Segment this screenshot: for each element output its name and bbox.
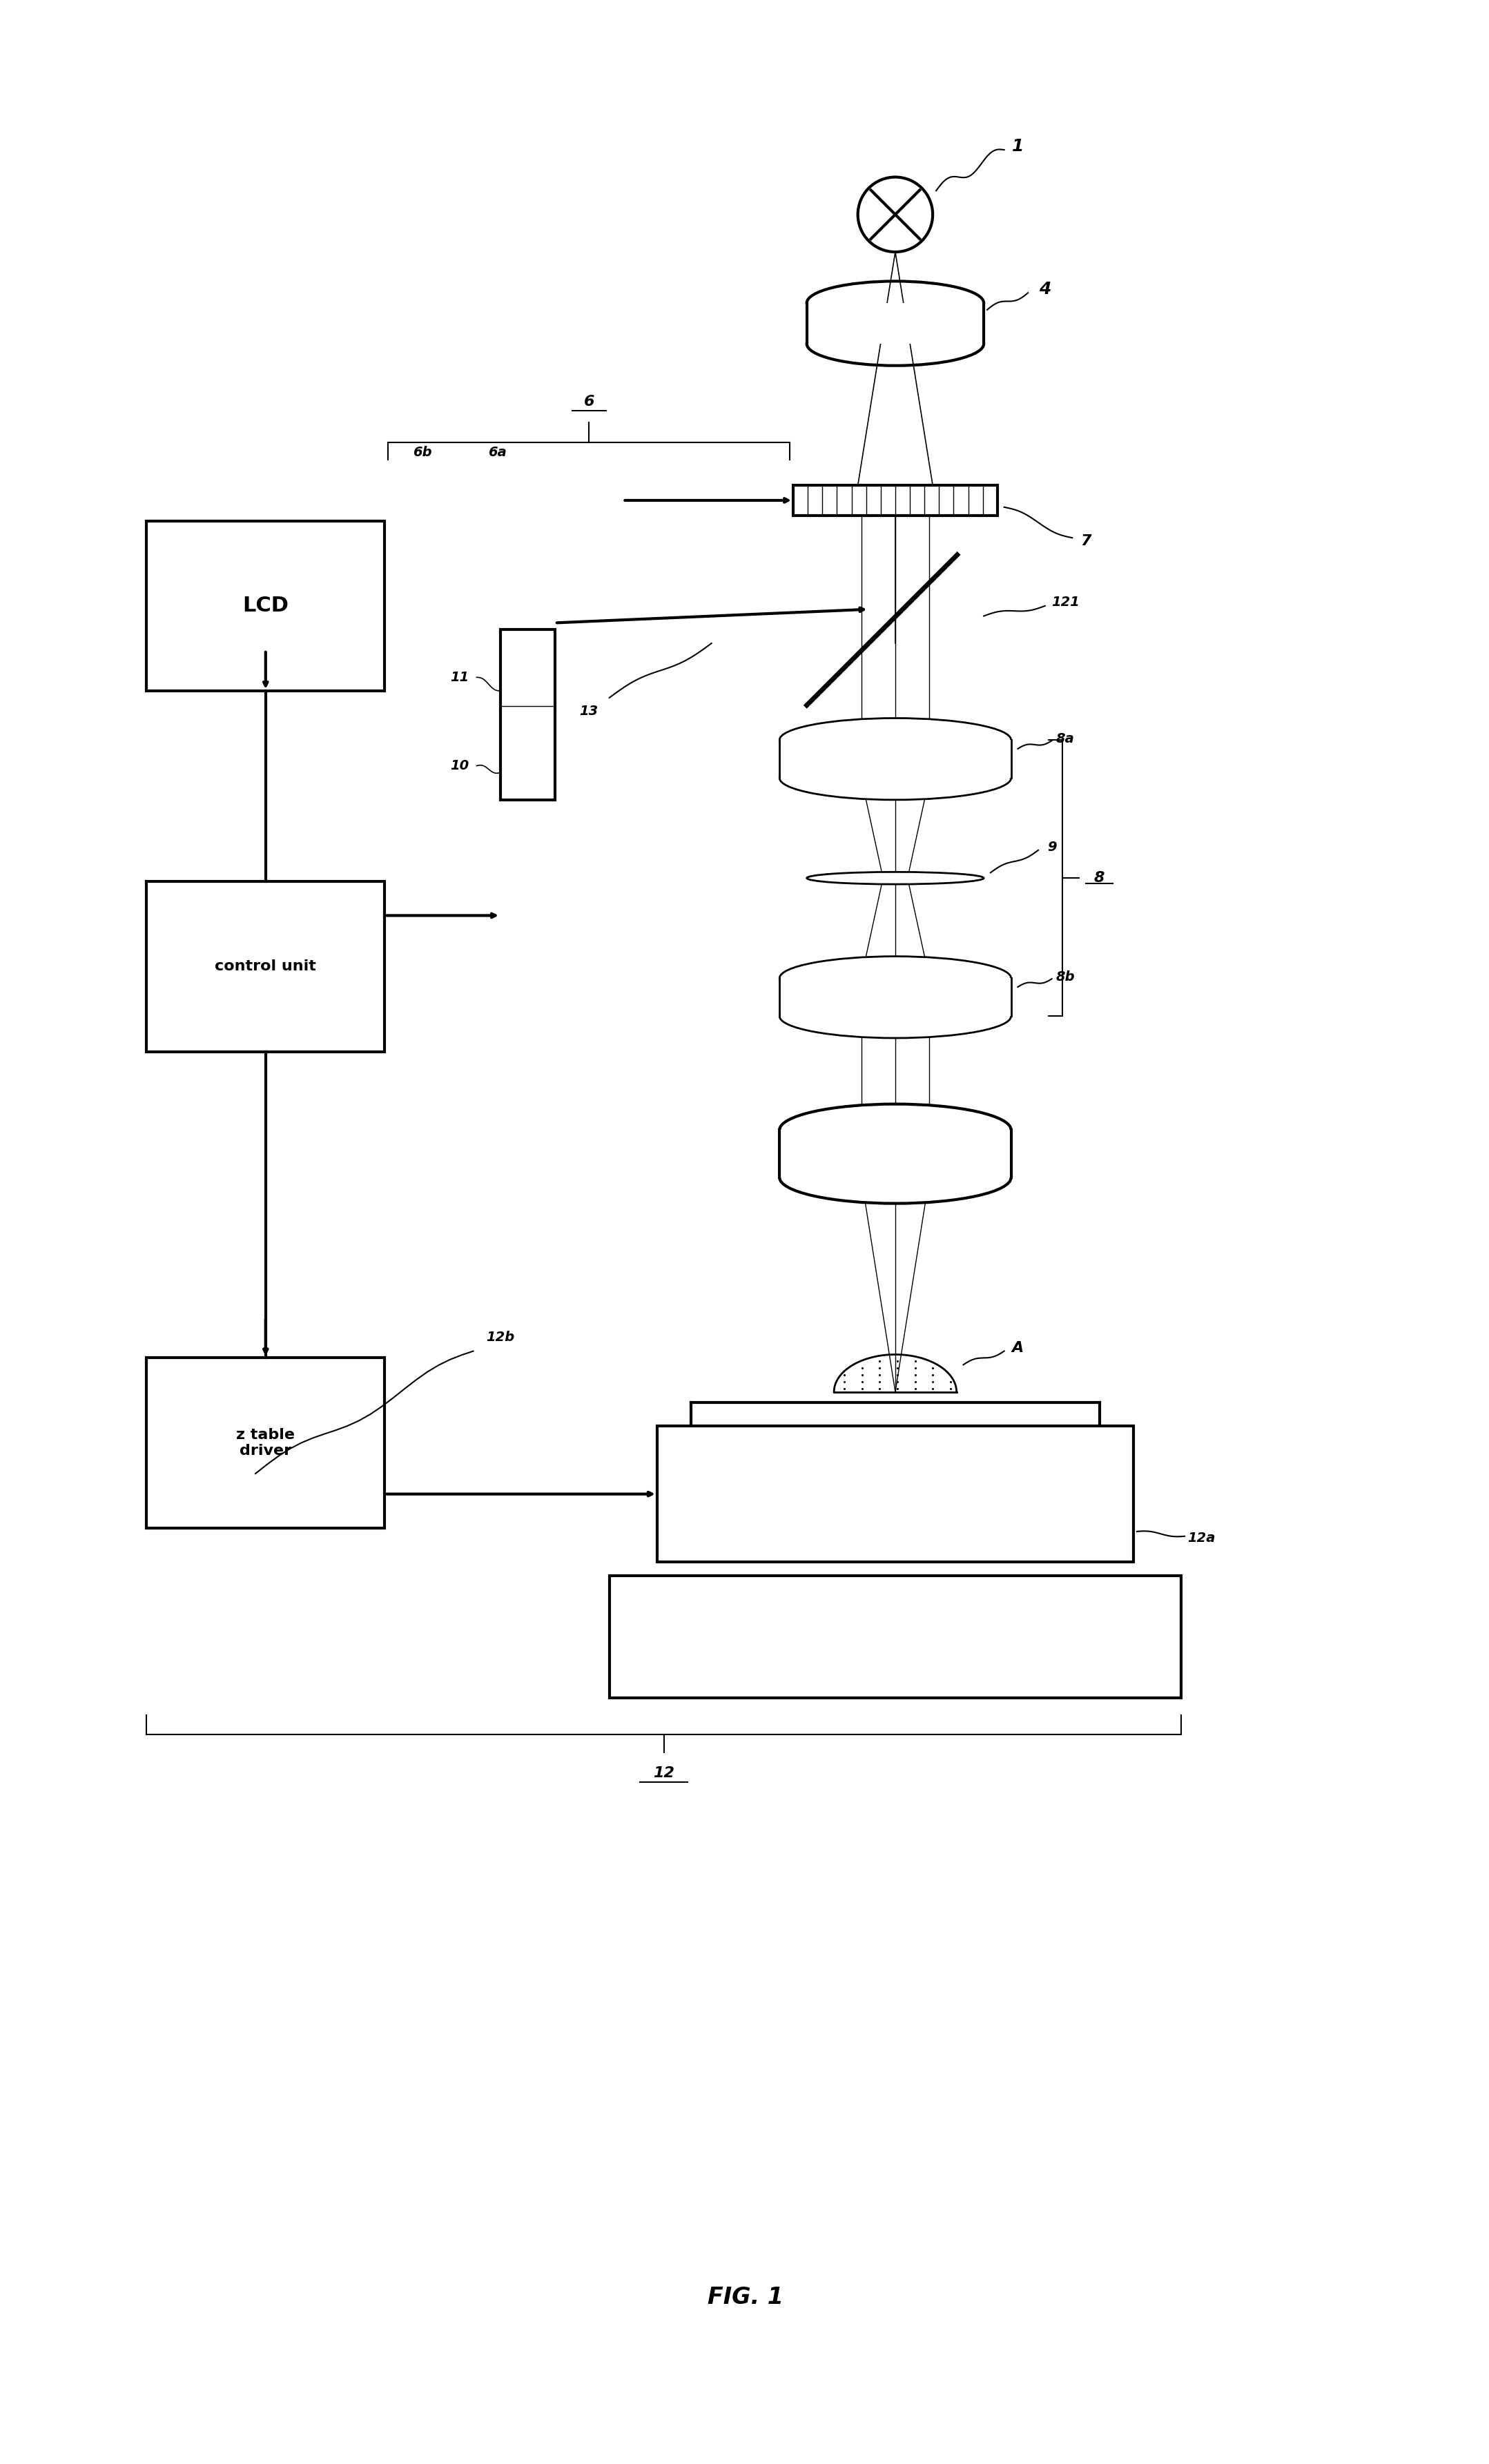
Text: 1: 1 bbox=[1013, 138, 1024, 155]
Text: 8b: 8b bbox=[1056, 971, 1075, 983]
Text: 8: 8 bbox=[1094, 872, 1105, 885]
Ellipse shape bbox=[780, 995, 1011, 1037]
Text: 10: 10 bbox=[450, 759, 469, 771]
Text: 11: 11 bbox=[450, 670, 469, 685]
Ellipse shape bbox=[780, 956, 1011, 1000]
Ellipse shape bbox=[807, 872, 984, 885]
Circle shape bbox=[858, 177, 932, 251]
Ellipse shape bbox=[780, 1104, 1011, 1156]
Text: 13: 13 bbox=[579, 705, 599, 717]
Text: FIG. 1: FIG. 1 bbox=[707, 2287, 783, 2309]
Ellipse shape bbox=[780, 756, 1011, 801]
Text: 12b: 12b bbox=[487, 1331, 515, 1343]
Bar bbox=[657, 1427, 1133, 1562]
Text: 4: 4 bbox=[1039, 281, 1051, 298]
Bar bbox=[780, 1131, 1011, 1178]
Bar bbox=[807, 303, 984, 345]
Bar bbox=[780, 978, 1011, 1015]
Bar bbox=[146, 1358, 384, 1528]
Text: 121: 121 bbox=[1051, 596, 1080, 609]
Bar bbox=[794, 485, 998, 515]
Text: 9: 9 bbox=[1047, 840, 1057, 855]
Text: 6a: 6a bbox=[488, 446, 506, 458]
Text: control unit: control unit bbox=[214, 958, 316, 973]
Text: A: A bbox=[1013, 1340, 1024, 1355]
Text: 6b: 6b bbox=[412, 446, 432, 458]
Text: 8a: 8a bbox=[1056, 732, 1075, 744]
Bar bbox=[609, 1574, 1181, 1698]
Text: 7: 7 bbox=[1081, 535, 1091, 547]
Bar bbox=[146, 882, 384, 1052]
Text: 12: 12 bbox=[654, 1767, 675, 1779]
Bar bbox=[146, 520, 384, 690]
Text: z table
driver: z table driver bbox=[237, 1429, 295, 1459]
Ellipse shape bbox=[780, 717, 1011, 761]
Ellipse shape bbox=[807, 323, 984, 365]
Bar bbox=[780, 739, 1011, 779]
Text: 12a: 12a bbox=[1188, 1533, 1215, 1545]
Text: LCD: LCD bbox=[243, 596, 289, 616]
Bar bbox=[500, 631, 555, 801]
Ellipse shape bbox=[807, 281, 984, 325]
Ellipse shape bbox=[780, 1151, 1011, 1202]
Text: 6: 6 bbox=[584, 394, 594, 409]
